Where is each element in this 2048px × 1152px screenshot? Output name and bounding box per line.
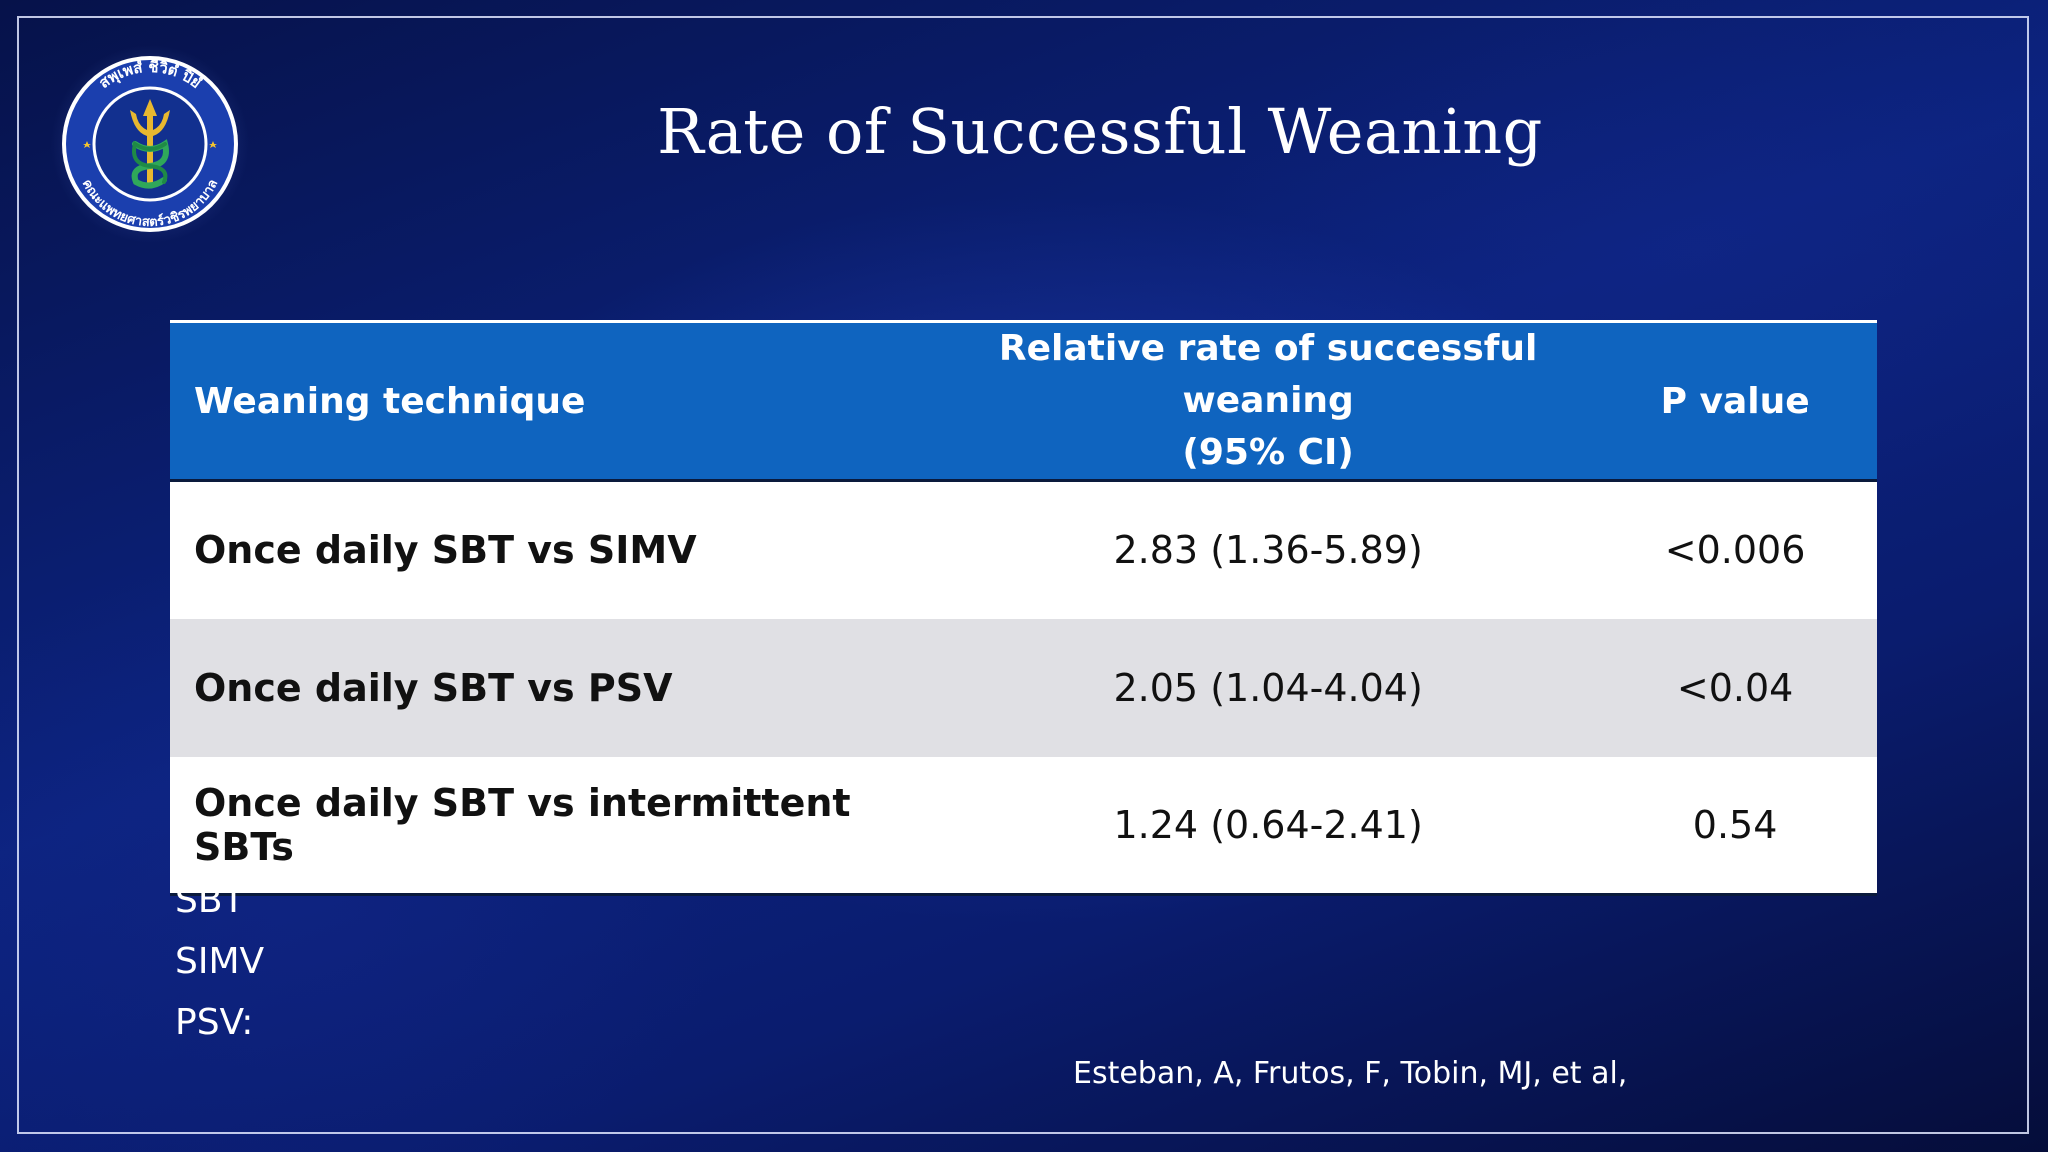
row-p-value: 0.54 — [1692, 802, 1778, 847]
abbreviation-simv: SIMV — [175, 941, 265, 982]
university-seal-icon: สพุเพสํ ชีวิตํ ปิยํ คณะแพทยศาสตร์วชิรพยา… — [51, 45, 249, 243]
header-relative-rate-line2: (95% CI) — [1182, 432, 1354, 473]
slide-title: Rate of Successful Weaning — [657, 95, 1543, 168]
header-weaning-technique: Weaning technique — [194, 380, 586, 422]
abbreviation-psv: PSV: — [175, 1002, 254, 1043]
header-relative-rate-line1: Relative rate of successful weaning — [998, 328, 1538, 421]
citation: Esteban, A, Frutos, F, Tobin, MJ, et al, — [1073, 1056, 1628, 1091]
row-technique: Once daily SBT vs intermittent SBTs — [194, 780, 851, 869]
row-p-value: <0.006 — [1664, 528, 1806, 573]
table-header-row: Weaning technique Relative rate of succe… — [170, 321, 1877, 481]
row-technique: Once daily SBT vs SIMV — [194, 528, 697, 573]
header-p-value: P value — [1660, 380, 1810, 422]
row-technique: Once daily SBT vs PSV — [194, 665, 673, 710]
row-relative-rate: 2.83 (1.36-5.89) — [1113, 528, 1423, 573]
table-row: Once daily SBT vs intermittent SBTs 1.24… — [170, 756, 1877, 895]
row-p-value: <0.04 — [1676, 665, 1794, 710]
row-relative-rate: 1.24 (0.64-2.41) — [1113, 802, 1423, 847]
header-relative-rate: Relative rate of successful weaning (95%… — [943, 322, 1593, 481]
row-relative-rate: 2.05 (1.04-4.04) — [1113, 665, 1423, 710]
weaning-results-table: Weaning technique Relative rate of succe… — [170, 320, 1877, 896]
table-row: Once daily SBT vs PSV 2.05 (1.04-4.04) <… — [170, 618, 1877, 757]
table-row: Once daily SBT vs SIMV 2.83 (1.36-5.89) … — [170, 480, 1877, 619]
abbreviation-sbt: SBT — [175, 880, 245, 921]
